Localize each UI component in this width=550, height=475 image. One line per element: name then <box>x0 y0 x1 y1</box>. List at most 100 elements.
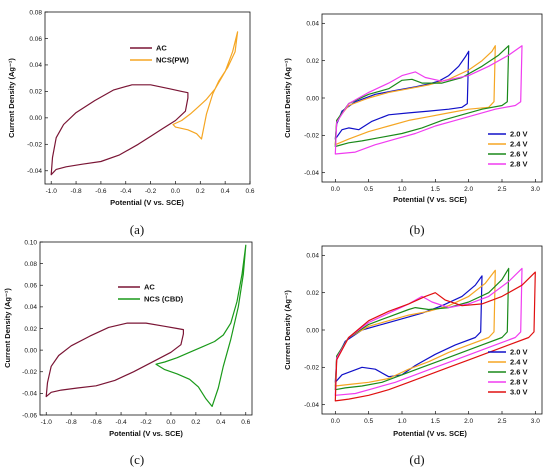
legend-a: AC NCS(PW) <box>130 44 189 65</box>
series-a <box>50 31 239 176</box>
panel-b: -0.04 -0.02 0.00 0.02 0.04 0.0 0.5 1.0 1.5 2.0 2.… <box>283 13 543 237</box>
x-tick-label: 2.5 <box>497 418 506 425</box>
y-tick-label: 0.02 <box>306 290 319 297</box>
x-tick-label: 0.5 <box>364 418 373 425</box>
x-tick-label: 3.0 <box>531 186 540 193</box>
panel-caption-c: (c) <box>130 452 144 467</box>
x-tick-label: -1.0 <box>41 419 53 426</box>
y-tick-label: 0.02 <box>24 326 37 333</box>
y-tick-label: -0.06 <box>22 412 37 419</box>
series-line-2-0-v <box>334 275 483 383</box>
y-ticks-a: -0.04 -0.02 0.00 0.02 0.04 0.06 0.08 <box>27 9 48 175</box>
x-tick-label: 2.0 <box>464 186 473 193</box>
x-tick-label: 0.0 <box>166 419 175 426</box>
y-tick-label: -0.04 <box>304 402 319 409</box>
legend-label: 2.0 V <box>510 348 528 357</box>
legend-label: 2.4 V <box>510 358 528 367</box>
y-axis-label-d: Current Density (Ag⁻¹) <box>283 290 292 370</box>
panel-d: -0.04 -0.02 0.00 0.02 0.04 0.0 0.5 1.0 1.5 2.0 2.… <box>283 245 543 467</box>
series-line-2-6-v <box>334 45 510 148</box>
legend-label: 2.8 V <box>510 160 528 169</box>
x-tick-label: 3.0 <box>531 418 540 425</box>
x-tick-label: 0.6 <box>241 419 250 426</box>
x-tick-label: -0.2 <box>145 188 157 195</box>
y-tick-label: 0.04 <box>29 62 42 69</box>
panel-caption-a: (a) <box>130 222 144 237</box>
legend-label: 2.8 V <box>510 378 528 387</box>
x-tick-label: 0.4 <box>216 419 225 426</box>
x-tick-label: 2.0 <box>464 418 473 425</box>
y-tick-label: 0.00 <box>306 95 319 102</box>
x-ticks-d: 0.0 0.5 1.0 1.5 2.0 2.5 3.0 <box>331 411 540 425</box>
x-tick-label: -1.0 <box>46 188 58 195</box>
x-tick-label: -0.8 <box>66 419 78 426</box>
y-ticks-d: -0.04 -0.02 0.00 0.02 0.04 <box>304 253 325 409</box>
legend-label: AC <box>156 44 167 53</box>
series-line-2-8-v <box>334 45 523 155</box>
x-tick-label: 0.4 <box>221 188 230 195</box>
y-tick-label: 0.10 <box>24 239 37 246</box>
y-tick-label: 0.06 <box>29 36 42 43</box>
y-tick-label: 0.04 <box>306 253 319 260</box>
x-axis-label-b: Potential (V vs. SCE) <box>393 195 467 204</box>
y-tick-label: 0.06 <box>24 283 37 290</box>
y-tick-label: -0.02 <box>22 369 37 376</box>
x-tick-label: -0.6 <box>91 419 103 426</box>
legend-label: 2.6 V <box>510 150 528 159</box>
y-ticks-b: -0.04 -0.02 0.00 0.02 0.04 <box>304 21 325 177</box>
x-tick-label: 0.0 <box>331 418 340 425</box>
y-tick-label: 0.02 <box>306 58 319 65</box>
series-line-2-4-v <box>334 269 496 387</box>
x-axis-label-c: Potential (V vs. SCE) <box>109 429 183 438</box>
panel-caption-b: (b) <box>409 222 424 237</box>
y-tick-label: -0.02 <box>304 365 319 372</box>
series-d <box>334 267 536 402</box>
x-tick-label: -0.2 <box>140 419 152 426</box>
plot-frame-b <box>321 13 543 183</box>
legend-label: 3.0 V <box>510 388 528 397</box>
y-tick-label: -0.04 <box>22 391 37 398</box>
x-tick-label: -0.6 <box>95 188 107 195</box>
y-axis-label-b: Current Density (Ag⁻¹) <box>283 58 292 138</box>
x-tick-label: 1.0 <box>397 186 406 193</box>
series-c <box>45 244 247 407</box>
x-tick-label: -0.8 <box>70 188 82 195</box>
y-tick-label: 0.00 <box>24 347 37 354</box>
series-line-3-0-v <box>334 271 536 402</box>
series-line-ac <box>50 84 189 176</box>
legend-label: 2.4 V <box>510 140 528 149</box>
y-ticks-c: -0.06 -0.04 -0.02 0.00 0.02 0.04 0.06 0.08 0.10 <box>22 239 43 419</box>
series-line-2-6-v <box>334 267 510 391</box>
series-line-2-4-v <box>334 45 496 146</box>
x-tick-label: 0.2 <box>191 419 200 426</box>
x-tick-label: 0.5 <box>364 186 373 193</box>
legend-d: 2.0 V2.4 V2.6 V2.8 V3.0 V <box>488 348 528 397</box>
y-tick-label: -0.02 <box>304 133 319 140</box>
x-axis-label-d: Potential (V vs. SCE) <box>393 429 467 438</box>
series-line-ncs-cbd <box>155 244 247 407</box>
y-tick-label: 0.00 <box>306 327 319 334</box>
series-line-ac <box>45 322 184 398</box>
x-tick-label: 0.2 <box>196 188 205 195</box>
x-ticks-c: -1.0 -0.8 -0.6 -0.4 -0.2 0.0 0.2 0.4 0.6 <box>41 412 251 426</box>
y-axis-label-a: Current Density (Ag⁻¹) <box>7 58 16 138</box>
legend-c: AC NCS (CBD) <box>118 283 184 304</box>
x-tick-label: 2.5 <box>497 186 506 193</box>
x-axis-label-a: Potential (V vs. SCE) <box>110 198 184 207</box>
x-tick-label: -0.4 <box>120 188 132 195</box>
series-b <box>334 45 523 155</box>
legend-label: NCS (CBD) <box>144 295 184 304</box>
y-tick-label: -0.02 <box>27 142 42 149</box>
y-tick-label: 0.08 <box>24 261 37 268</box>
y-tick-label: 0.04 <box>306 21 319 28</box>
y-tick-label: 0.02 <box>29 89 42 96</box>
y-tick-label: 0.04 <box>24 304 37 311</box>
x-ticks-b: 0.0 0.5 1.0 1.5 2.0 2.5 3.0 <box>331 179 540 193</box>
legend-label: AC <box>144 283 155 292</box>
series-line-2-8-v <box>334 267 523 396</box>
panel-caption-d: (d) <box>409 452 424 467</box>
x-tick-label: 1.0 <box>397 418 406 425</box>
series-line-ncs-pw <box>172 31 239 140</box>
x-tick-label: 0.6 <box>245 188 254 195</box>
panel-c: -0.06-0.04-0.020.000.020.040.060.080.10 … <box>3 239 253 467</box>
